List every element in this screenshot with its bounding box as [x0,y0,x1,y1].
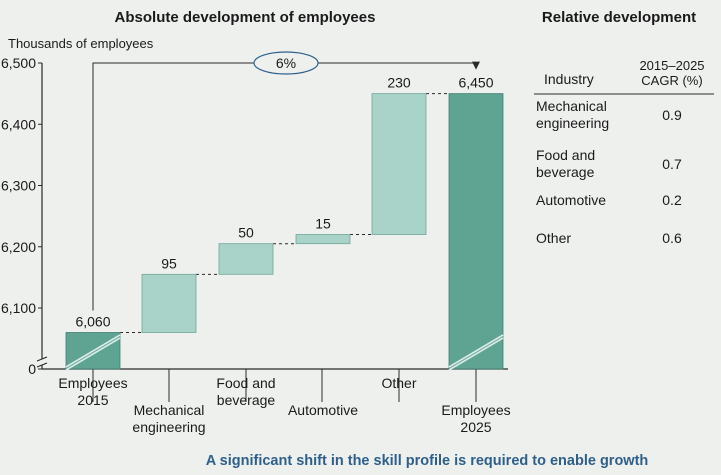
value-label: 50 [238,225,254,241]
x-tick-label: 2025 [460,419,491,435]
table-cagr: 0.7 [662,156,682,172]
table-industry: Food and [536,147,595,163]
x-tick-label: beverage [217,392,276,408]
table-cagr: 0.6 [662,230,682,246]
axis-break-mark [36,356,48,368]
table-industry: beverage [536,164,595,180]
value-label: 6,060 [75,314,110,330]
table-industry: Other [536,230,571,246]
bar-4 [371,93,427,235]
x-tick-label: 2015 [77,392,108,408]
col-industry-header: Industry [544,71,594,87]
value-label: 230 [387,75,411,91]
bar-2 [218,243,274,275]
bar-break-mark [65,334,121,371]
y-tick-label: 0 [28,361,36,377]
relative-title: Relative development [542,9,696,26]
x-tick-label: Food and [216,375,275,391]
col-cagr-header-line1: 2015–2025 [639,58,704,73]
value-label: 95 [161,255,177,271]
col-cagr-header-line2: CAGR (%) [641,73,702,88]
value-label: 6,450 [458,75,493,91]
x-tick-label: Employees [441,402,510,418]
y-axis-label: Thousands of employees [8,36,154,51]
table-cagr: 0.2 [662,192,682,208]
bar-break-mark [448,334,504,371]
growth-arrow: 6% [92,51,480,311]
y-tick-label: 6,200 [1,239,36,255]
table-cagr: 0.9 [662,107,682,123]
growth-ellipse [253,51,319,75]
table-industry: Automotive [536,192,606,208]
relative-table: Industry 2015–2025 CAGR (%) Mechanicalen… [534,58,714,246]
y-tick-labels: 0 6,100 6,200 6,300 6,400 6,500 [1,55,42,377]
x-tick-label: Automotive [288,402,358,418]
x-tick-label: Mechanical [134,402,205,418]
bar-3 [295,234,351,245]
chart-title: Absolute development of employees [115,9,376,26]
y-tick-label: 6,300 [1,178,36,194]
bar-1 [141,273,197,333]
growth-arrow-head [472,61,480,70]
table-industry: Mechanical [536,98,607,114]
bars [65,93,504,371]
growth-label: 6% [276,55,296,71]
y-tick-label: 6,100 [1,300,36,316]
x-tick-label: Employees [58,375,127,391]
value-label: 15 [315,216,331,232]
x-tick-label: Other [381,375,416,391]
footer-note: A significant shift in the skill profile… [206,453,649,469]
bar-5 [448,93,504,370]
y-tick-label: 6,400 [1,116,36,132]
value-labels: 6,060 95 50 15 230 6,450 [75,75,493,330]
x-tick-label: engineering [132,419,205,435]
bar-0 [65,332,121,370]
table-industry: engineering [536,115,609,131]
y-tick-label: 6,500 [1,55,36,71]
connectors [120,93,449,333]
